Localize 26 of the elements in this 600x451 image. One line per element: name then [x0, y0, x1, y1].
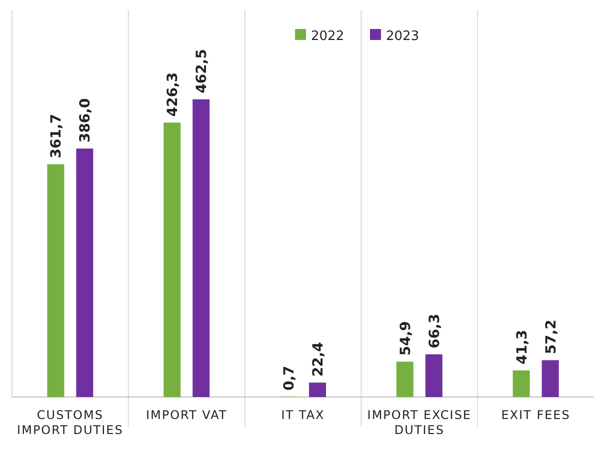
data-label: 41,3 [514, 330, 530, 364]
data-label: 22,4 [310, 342, 326, 377]
legend-label: 2022 [311, 29, 344, 44]
bar [309, 382, 326, 397]
bar [396, 362, 414, 397]
data-label: 66,3 [426, 314, 443, 348]
data-label: 386,0 [78, 98, 94, 143]
bar [76, 148, 94, 397]
x-tick-label: IT TAX [281, 408, 325, 422]
data-label: 0,7 [282, 366, 298, 391]
data-label: 57,2 [543, 320, 560, 354]
data-label: 426,3 [165, 72, 182, 117]
data-label: 361,7 [48, 114, 65, 158]
data-label: 462,5 [194, 49, 210, 94]
x-tick-label: CUSTOMS IMPORT DUTIES [17, 408, 124, 437]
x-tick-label: IMPORT EXCISE DUTIES [367, 408, 472, 437]
bar [47, 164, 64, 397]
bar [164, 122, 181, 397]
data-label: 54,9 [398, 321, 414, 356]
legend-label: 2023 [386, 29, 420, 44]
bar [425, 354, 442, 397]
bar [512, 370, 530, 397]
x-tick-label: EXIT FEES [501, 408, 570, 422]
bar [542, 360, 559, 397]
x-tick-label: IMPORT VAT [146, 408, 228, 422]
bar [192, 99, 210, 397]
